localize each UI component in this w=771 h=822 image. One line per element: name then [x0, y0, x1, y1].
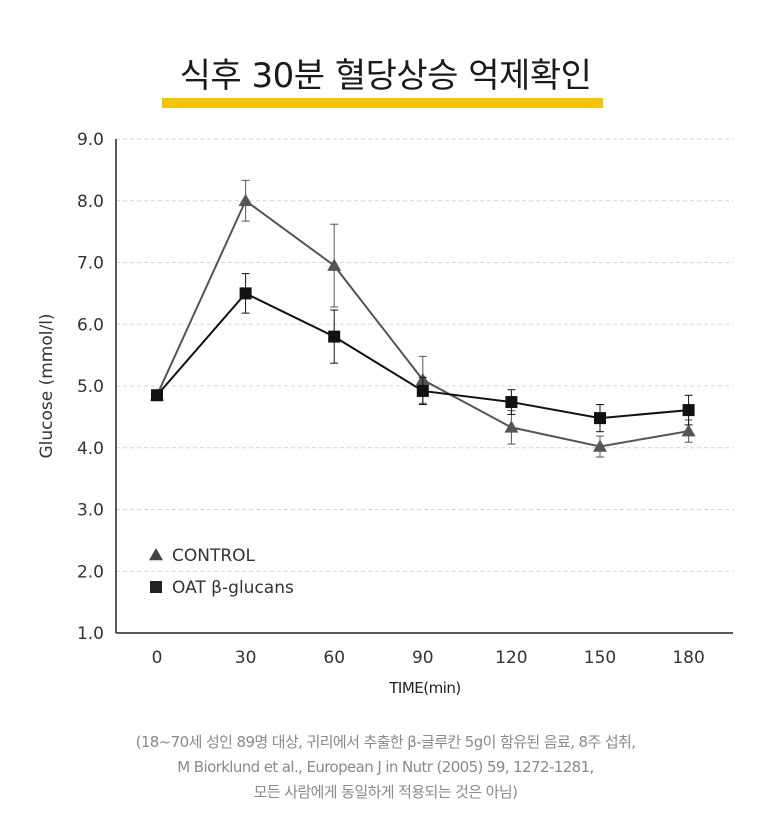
chart-title: 식후 30분 혈당상승 억제확인: [179, 56, 592, 96]
legend-label: OAT β-glucans: [172, 578, 294, 598]
y-axis-label: Glucose (mmol/l): [37, 313, 57, 458]
footnote-line-1: (18~70세 성인 89명 대상, 귀리에서 추출한 β-글루칸 5g이 함유…: [135, 733, 636, 751]
footnote-line-3: 모든 사람에게 동일하게 적용되는 것은 아님): [253, 783, 518, 801]
y-tick-label: 3.0: [77, 501, 104, 521]
legend-marker: [150, 581, 162, 593]
data-point: [593, 439, 607, 452]
x-tick-label: 30: [235, 648, 257, 668]
data-point: [504, 420, 519, 433]
data-point: [238, 193, 253, 206]
legend: CONTROL OAT β-glucans: [149, 546, 294, 598]
y-tick-label: 9.0: [77, 130, 104, 150]
x-tick-label: 0: [152, 648, 163, 668]
y-tick-label: 5.0: [77, 377, 104, 397]
y-tick-label: 8.0: [77, 192, 104, 212]
data-point: [327, 258, 342, 271]
glucose-chart: 1.0 2.0 3.0 4.0 5.0 6.0 7.0 8.0 9.0 0 30 60 90 120 150…: [37, 130, 733, 697]
x-tick-label: 150: [584, 648, 616, 668]
x-tick-label: 120: [495, 648, 527, 668]
series-control: [150, 179, 696, 458]
y-tick-label: 7.0: [77, 254, 104, 274]
y-tick-label: 2.0: [77, 562, 104, 582]
legend-label: CONTROL: [172, 546, 256, 566]
data-point: [682, 404, 695, 417]
footnote-line-2: M Biorklund et al., European J in Nutr (…: [177, 758, 594, 776]
y-tick-label: 6.0: [77, 315, 104, 335]
y-tick-label: 1.0: [77, 624, 104, 644]
data-point: [328, 330, 341, 343]
series-line: [156, 199, 689, 448]
data-point: [594, 412, 606, 425]
data-point: [681, 424, 696, 437]
title-underline: [162, 98, 603, 108]
x-axis-label: TIME(min): [388, 679, 461, 697]
series-oat-beta-glucans: [151, 273, 695, 433]
legend-marker: [149, 548, 163, 561]
x-tick-label: 60: [323, 648, 345, 668]
x-tick-label: 90: [412, 648, 434, 668]
y-tick-label: 4.0: [77, 439, 104, 459]
data-point: [151, 389, 163, 402]
data-point: [505, 396, 518, 409]
footnote: (18~70세 성인 89명 대상, 귀리에서 추출한 β-글루칸 5g이 함유…: [0, 730, 771, 805]
x-tick-label: 180: [672, 648, 704, 668]
data-point: [416, 384, 429, 397]
data-point: [239, 287, 252, 300]
